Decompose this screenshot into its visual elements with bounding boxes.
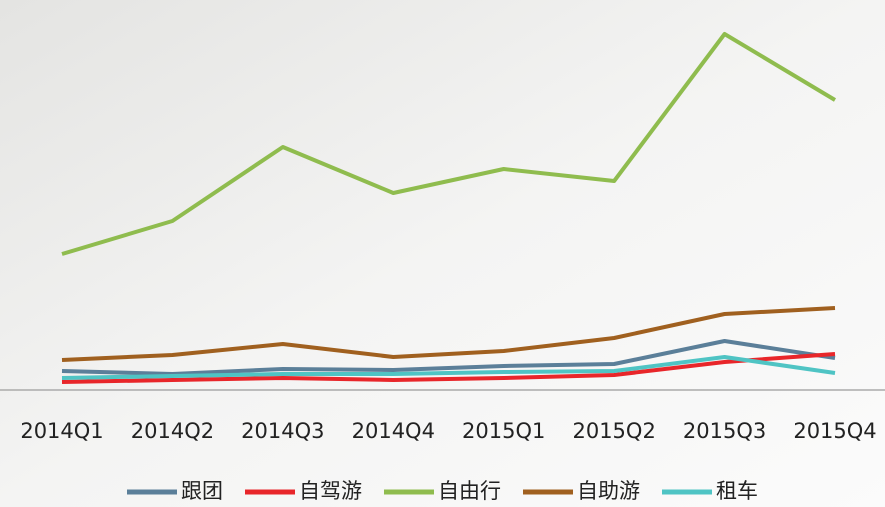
x-tick-label: 2015Q4 xyxy=(793,419,876,443)
legend-label: 自由行 xyxy=(438,479,501,503)
x-tick-label: 2015Q1 xyxy=(462,419,545,443)
legend-label: 跟团 xyxy=(181,479,223,503)
x-tick-label: 2015Q2 xyxy=(572,419,655,443)
series-line xyxy=(61,355,836,380)
x-tick-label: 2014Q3 xyxy=(241,419,324,443)
series-line xyxy=(61,306,836,362)
legend-label: 自驾游 xyxy=(299,479,362,503)
legend-label: 租车 xyxy=(716,479,758,503)
x-tick-label: 2015Q3 xyxy=(683,419,766,443)
series-line xyxy=(61,339,836,376)
x-tick-label: 2014Q2 xyxy=(131,419,214,443)
series-line xyxy=(61,352,836,384)
legend-label: 自助游 xyxy=(577,479,640,503)
x-tick-label: 2014Q1 xyxy=(20,419,103,443)
series-line xyxy=(61,32,837,256)
x-tick-label: 2014Q4 xyxy=(352,419,435,443)
